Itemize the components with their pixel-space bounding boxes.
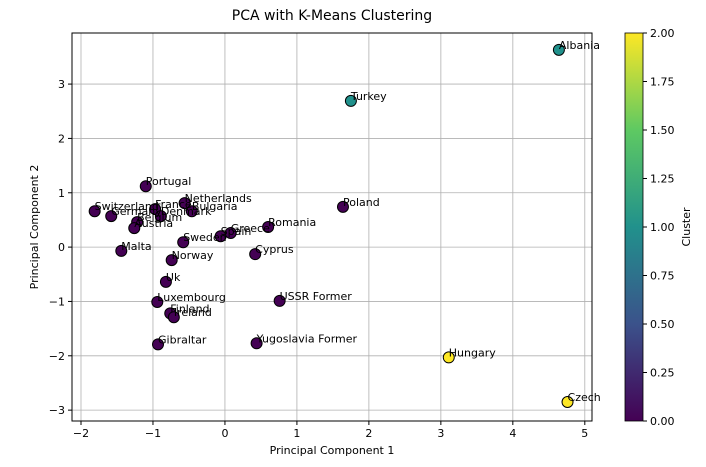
point-label: Albania <box>559 39 600 52</box>
y-tick-label: 3 <box>58 78 65 91</box>
point <box>167 311 180 324</box>
point-label: Romania <box>268 216 316 229</box>
point-label: Luxembourg <box>157 291 226 304</box>
y-tick-label: −3 <box>49 404 65 417</box>
point <box>154 210 167 223</box>
point <box>273 294 286 307</box>
point-label: Hungary <box>449 346 496 359</box>
x-tick-label: −2 <box>73 427 89 440</box>
point-label: Uk <box>166 271 181 284</box>
point <box>159 275 172 288</box>
point-label: Sweden <box>183 231 226 244</box>
y-tick-label: 0 <box>58 241 65 254</box>
point-label: Czech <box>568 391 601 404</box>
point <box>249 248 262 261</box>
point <box>185 205 198 218</box>
point-label: Poland <box>343 196 380 209</box>
colorbar-tick-label: 1.50 <box>650 124 675 137</box>
point-label: Turkey <box>350 90 387 103</box>
point-label: France <box>155 198 192 211</box>
point-label: Switzerland <box>95 200 159 213</box>
colorbar-tick-label: 2.00 <box>650 27 675 40</box>
point <box>442 351 455 364</box>
y-tick-label: 2 <box>58 132 65 145</box>
point <box>165 254 178 267</box>
colorbar-tick-label: 0.25 <box>650 367 675 380</box>
point-label: Bulgaria <box>192 200 238 213</box>
point <box>139 180 152 193</box>
x-tick-label: 2 <box>365 427 372 440</box>
colorbar-tick-label: 0.75 <box>650 270 675 283</box>
point <box>128 222 141 235</box>
point-label: Denmark <box>161 205 212 218</box>
point <box>88 205 101 218</box>
x-tick-label: 3 <box>437 427 444 440</box>
point-label: Germany <box>111 205 162 218</box>
point-label: Spain <box>221 225 252 238</box>
point-label: Netherlands <box>185 192 252 205</box>
y-axis-label: Principal Component 2 <box>28 165 41 290</box>
colorbar-label: Cluster <box>680 207 693 247</box>
point <box>105 210 118 223</box>
point-label: Belgium <box>137 211 182 224</box>
x-tick-label: −1 <box>145 427 161 440</box>
colorbar-tick-label: 0.50 <box>650 318 675 331</box>
colorbar-tick-label: 1.00 <box>650 221 675 234</box>
point <box>561 395 574 408</box>
x-axis-label: Principal Component 1 <box>270 444 395 457</box>
point-label: Finland <box>170 302 209 315</box>
point <box>336 200 349 213</box>
colorbar <box>624 32 644 422</box>
y-tick-label: −1 <box>49 295 65 308</box>
x-tick-label: 0 <box>221 427 228 440</box>
y-tick-label: −2 <box>49 350 65 363</box>
point <box>178 197 191 210</box>
point-label: Austria <box>134 217 173 230</box>
point-label: Yugoslavia Former <box>256 332 358 345</box>
point <box>224 226 237 239</box>
point-label: Cyprus <box>255 243 294 256</box>
colorbar-tick-label: 0.00 <box>650 415 675 428</box>
point-label: Ireland <box>174 306 212 319</box>
colorbar-tick-label: 1.75 <box>650 76 675 89</box>
plot-frame <box>71 32 593 422</box>
point <box>262 221 275 233</box>
x-tick-label: 5 <box>581 427 588 440</box>
point <box>152 338 165 351</box>
x-tick-label: 4 <box>509 427 516 440</box>
point-label: Portugal <box>146 175 192 188</box>
colorbar-tick-label: 1.25 <box>650 173 675 186</box>
point <box>177 236 190 249</box>
point <box>344 94 357 107</box>
point-label: USSR Former <box>280 290 353 303</box>
chart-title: PCA with K-Means Clustering <box>232 8 432 24</box>
point <box>151 295 164 308</box>
point <box>115 244 128 257</box>
point-label: Malta <box>121 240 151 253</box>
point-label: Gibraltar <box>158 333 207 346</box>
point <box>552 43 565 56</box>
point <box>250 337 263 350</box>
y-tick-label: 1 <box>58 187 65 200</box>
point-label: Greece <box>231 222 270 235</box>
x-tick-label: 1 <box>293 427 300 440</box>
point-label: Norway <box>172 249 214 262</box>
